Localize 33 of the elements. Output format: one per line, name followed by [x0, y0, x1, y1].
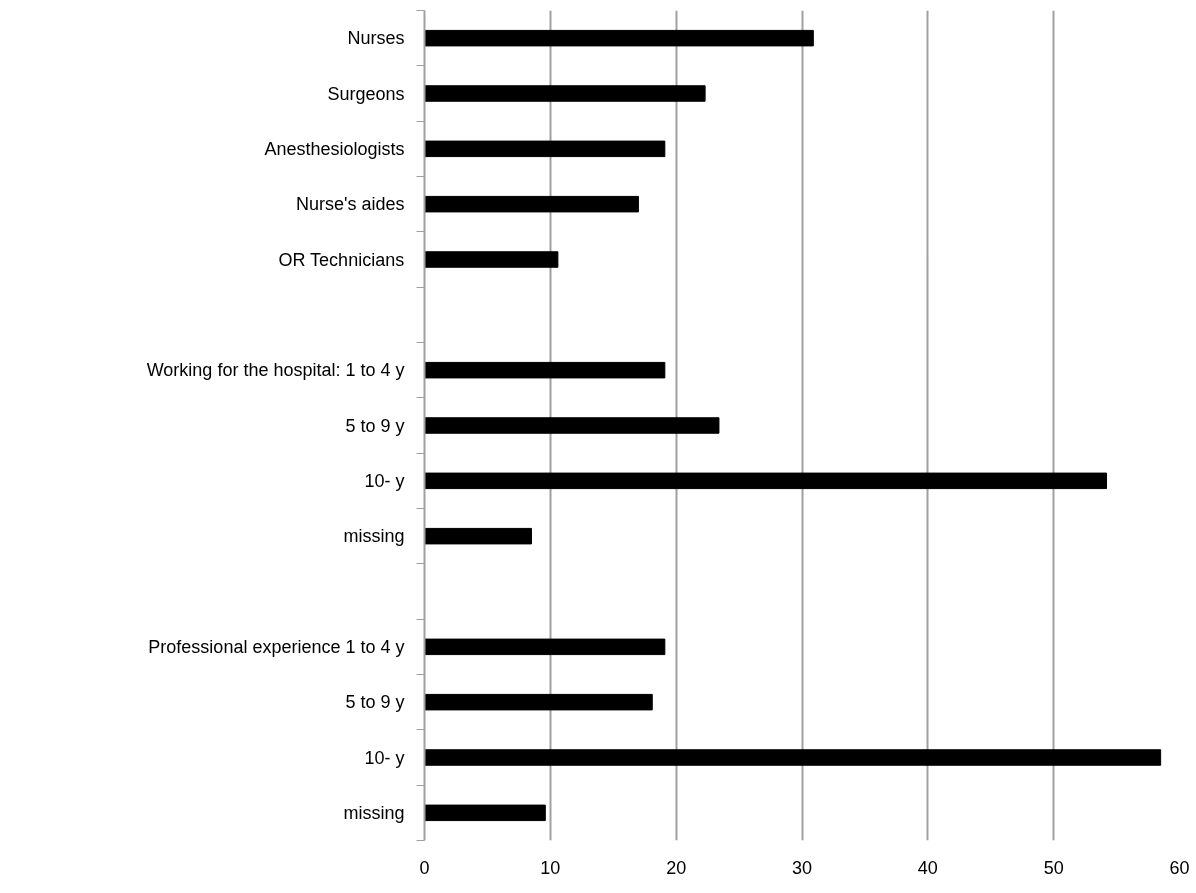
y-tick-label: 10- y	[364, 747, 405, 768]
bar	[424, 417, 720, 434]
bar	[424, 804, 546, 822]
bar	[424, 29, 814, 47]
bar	[424, 527, 532, 545]
y-tick-label: Surgeons	[327, 83, 405, 104]
y-tick-label: 5 to 9 y	[345, 415, 405, 436]
y-tick-label: 5 to 9 y	[345, 692, 405, 713]
y-tick-label: Nurse's aides	[296, 194, 405, 215]
bar	[424, 472, 1108, 490]
x-tick-label: 20	[666, 857, 687, 878]
x-tick-label: 30	[791, 857, 813, 878]
bar	[424, 140, 666, 158]
bar	[424, 251, 559, 268]
y-tick-label: Nurses	[347, 28, 405, 49]
x-tick-label: 0	[419, 857, 430, 878]
y-tick-label: Working for the hospital: 1 to 4 y	[146, 360, 405, 381]
bar	[424, 85, 706, 102]
x-tick-label: 40	[917, 857, 938, 878]
y-tick-label: missing	[343, 802, 405, 823]
bar	[424, 638, 666, 656]
y-tick-label: OR Technicians	[278, 249, 405, 270]
bar	[424, 749, 1162, 766]
y-tick-label: Professional experience 1 to 4 y	[148, 636, 405, 657]
y-tick-label: 10- y	[364, 470, 405, 491]
y-tick-label: missing	[343, 526, 405, 547]
bar	[424, 693, 653, 711]
x-tick-label: 60	[1169, 857, 1190, 878]
bar	[424, 361, 666, 379]
y-tick-label: Anesthesiologists	[264, 138, 405, 159]
bar	[424, 195, 639, 213]
x-tick-label: 50	[1043, 857, 1064, 878]
x-tick-label: 10	[540, 857, 561, 878]
